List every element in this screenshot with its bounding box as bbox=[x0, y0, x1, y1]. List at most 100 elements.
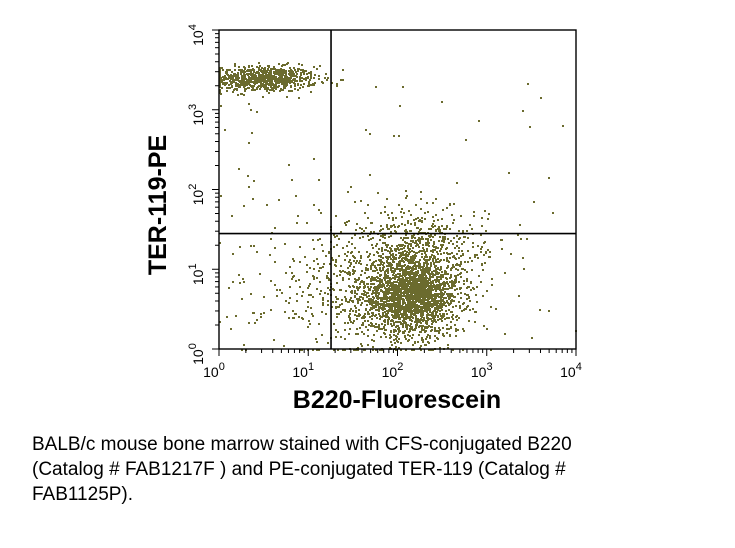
event-dot bbox=[451, 280, 453, 282]
event-dot bbox=[248, 76, 250, 78]
event-dot bbox=[274, 247, 276, 249]
event-dot bbox=[439, 287, 441, 289]
event-dot bbox=[393, 322, 395, 324]
event-dot bbox=[432, 317, 434, 319]
event-dot bbox=[407, 282, 409, 284]
event-dot bbox=[415, 324, 417, 326]
event-dot bbox=[297, 215, 299, 217]
event-dot bbox=[229, 69, 231, 71]
event-dot bbox=[235, 85, 237, 87]
event-dot bbox=[413, 284, 415, 286]
event-dot bbox=[436, 287, 438, 289]
event-dot bbox=[238, 69, 240, 71]
event-dot bbox=[313, 268, 315, 270]
event-dot bbox=[248, 66, 250, 68]
event-dot bbox=[251, 65, 253, 67]
event-dot bbox=[439, 289, 441, 291]
event-dot bbox=[420, 345, 422, 347]
event-dot bbox=[329, 289, 331, 291]
event-dot bbox=[455, 275, 457, 277]
event-dot bbox=[421, 290, 423, 292]
event-dot bbox=[369, 288, 371, 290]
event-dot bbox=[322, 297, 324, 299]
event-dot bbox=[296, 300, 298, 302]
event-dot bbox=[482, 269, 484, 271]
event-dot bbox=[447, 253, 449, 255]
event-dot bbox=[452, 295, 454, 297]
event-dot bbox=[477, 257, 479, 259]
event-dot bbox=[357, 289, 359, 291]
event-dot bbox=[335, 329, 337, 331]
event-dot bbox=[437, 284, 439, 286]
event-dot bbox=[360, 274, 362, 276]
event-dot bbox=[446, 288, 448, 290]
event-dot bbox=[488, 213, 490, 215]
event-dot bbox=[299, 246, 301, 248]
event-dot bbox=[421, 294, 423, 296]
event-dot bbox=[362, 236, 364, 238]
event-dot bbox=[362, 322, 364, 324]
event-dot bbox=[365, 227, 367, 229]
event-dot bbox=[283, 69, 285, 71]
event-dot bbox=[380, 336, 382, 338]
event-dot bbox=[384, 311, 386, 313]
event-dot bbox=[320, 290, 322, 292]
event-dot bbox=[387, 228, 389, 230]
event-dot bbox=[411, 316, 413, 318]
event-dot bbox=[380, 289, 382, 291]
event-dot bbox=[361, 270, 363, 272]
event-dot bbox=[347, 191, 349, 193]
event-dot bbox=[293, 275, 295, 277]
event-dot bbox=[348, 278, 350, 280]
event-dot bbox=[414, 257, 416, 259]
event-dot bbox=[462, 268, 464, 270]
event-dot bbox=[430, 239, 432, 241]
event-dot bbox=[390, 288, 392, 290]
event-dot bbox=[321, 334, 323, 336]
event-dot bbox=[433, 286, 435, 288]
event-dot bbox=[393, 324, 395, 326]
event-dot bbox=[440, 268, 442, 270]
event-dot bbox=[433, 270, 435, 272]
event-dot bbox=[463, 302, 465, 304]
event-dot bbox=[448, 309, 450, 311]
event-dot bbox=[458, 230, 460, 232]
event-dot bbox=[355, 229, 357, 231]
event-dot bbox=[419, 250, 421, 252]
event-dot bbox=[318, 323, 320, 325]
event-dot bbox=[294, 313, 296, 315]
event-dot bbox=[404, 275, 406, 277]
event-dot bbox=[358, 309, 360, 311]
event-dot bbox=[314, 82, 316, 84]
event-dot bbox=[419, 267, 421, 269]
event-dot bbox=[269, 71, 271, 73]
event-dot bbox=[456, 253, 458, 255]
event-dot bbox=[397, 321, 399, 323]
event-dot bbox=[425, 275, 427, 277]
event-dot bbox=[390, 292, 392, 294]
event-dot bbox=[409, 311, 411, 313]
event-dot bbox=[372, 237, 374, 239]
event-dot bbox=[412, 290, 414, 292]
x-tick-label: 104 bbox=[560, 361, 582, 380]
event-dot bbox=[420, 277, 422, 279]
event-dot bbox=[392, 297, 394, 299]
event-dot bbox=[410, 267, 412, 269]
event-dot bbox=[273, 75, 275, 77]
event-dot bbox=[389, 247, 391, 249]
event-dot bbox=[291, 272, 293, 274]
event-dot bbox=[382, 264, 384, 266]
event-dot bbox=[445, 272, 447, 274]
event-dot bbox=[263, 79, 265, 81]
event-dot bbox=[455, 281, 457, 283]
event-dot bbox=[402, 257, 404, 259]
event-dot bbox=[385, 282, 387, 284]
event-dot bbox=[373, 287, 375, 289]
event-dot bbox=[417, 296, 419, 298]
event-dot bbox=[407, 245, 409, 247]
event-dot bbox=[221, 79, 223, 81]
event-dot bbox=[297, 89, 299, 91]
event-dot bbox=[446, 324, 448, 326]
event-dot bbox=[386, 303, 388, 305]
event-dot bbox=[299, 87, 301, 89]
